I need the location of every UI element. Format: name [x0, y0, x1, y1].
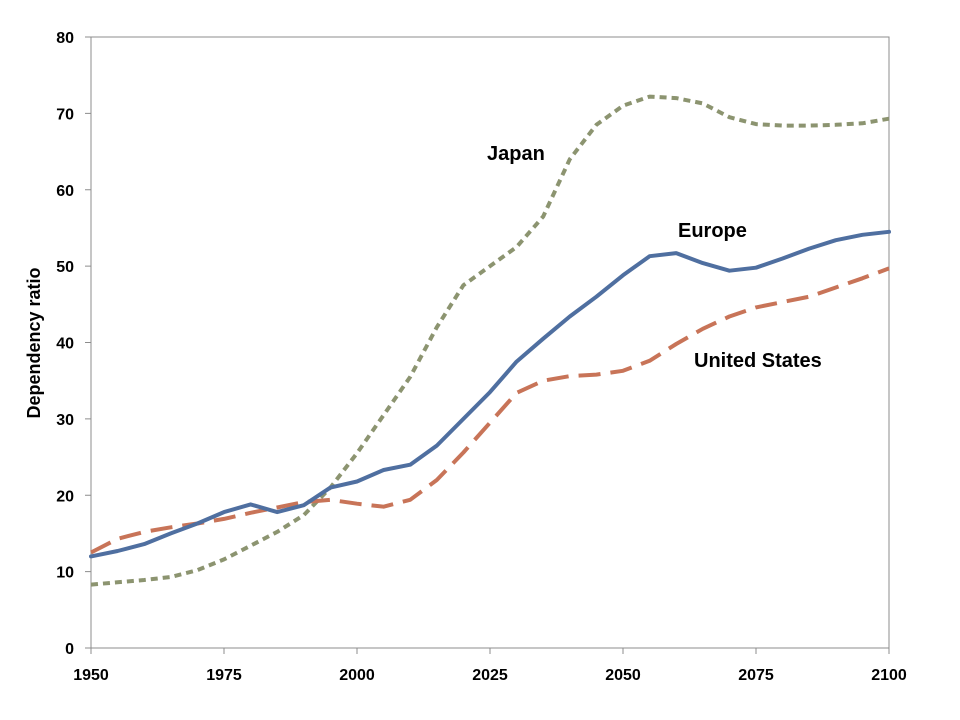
- axes: 0 10 20 30 40 50 60 70 80 1950 1975 2000 2025 2050 207…: [56, 30, 907, 684]
- x-tick-label: 1975: [206, 667, 242, 684]
- y-tick-label: 80: [56, 30, 74, 47]
- plot-area-border: [90, 36, 890, 649]
- x-tick-label: 1950: [73, 667, 109, 684]
- series-layer: [89, 94, 891, 587]
- series-label-europe: Europe: [678, 220, 747, 242]
- series-labels: Japan Europe United States: [487, 143, 822, 372]
- y-axis-title: Dependency ratio: [24, 267, 44, 418]
- y-tick-label: 40: [56, 336, 74, 353]
- y-tick-label: 20: [56, 488, 74, 505]
- x-tick-label: 2000: [339, 667, 375, 684]
- y-tick-label: 60: [56, 183, 74, 200]
- y-tick-label: 10: [56, 565, 74, 582]
- series-label-united-states: United States: [694, 350, 822, 372]
- series-label-japan: Japan: [487, 143, 545, 165]
- y-tick-label: 0: [65, 641, 74, 658]
- series-line-japan: [90, 94, 890, 587]
- y-tick-label: 70: [56, 106, 74, 123]
- x-tick-label: 2075: [738, 667, 774, 684]
- y-tick-label: 30: [56, 412, 74, 429]
- series-line-europe: [89, 229, 891, 559]
- y-tick-label: 50: [56, 259, 74, 276]
- series-line-united-states: [90, 266, 890, 555]
- x-tick-label: 2100: [871, 667, 907, 684]
- x-tick-label: 2025: [472, 667, 508, 684]
- x-tick-label: 2050: [605, 667, 641, 684]
